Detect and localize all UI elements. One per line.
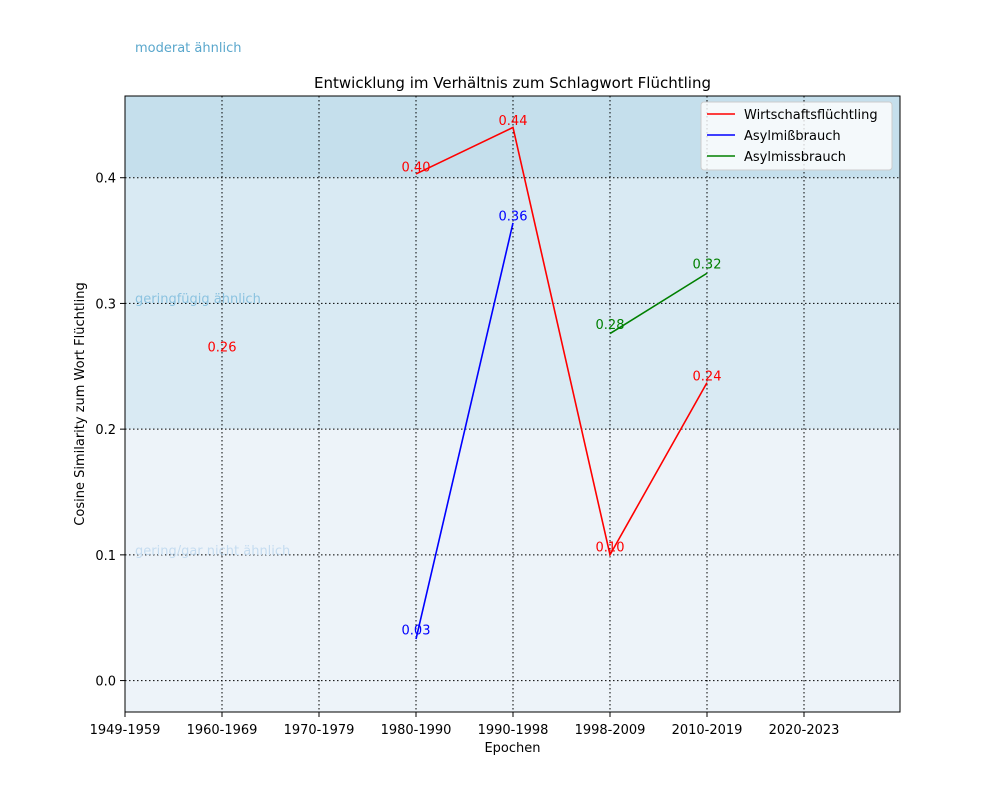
chart-title: Entwicklung im Verhältnis zum Schlagwort… [314,74,711,92]
data-label: 0.10 [596,540,625,555]
y-tick-label: 0.2 [95,423,116,438]
legend-box [700,101,893,171]
x-tick-label: 2020-2023 [769,723,840,738]
legend-label-0: Wirtschaftsflüchtling [744,108,878,123]
x-tick-label: 1970-1979 [284,723,355,738]
x-axis-ticks: 1949-1959 1960-1969 1970-1979 1980-1990 1990… [90,712,840,738]
x-tick-label: 2010-2019 [672,723,743,738]
y-tick-label: 0.1 [95,549,116,564]
y-axis-label: Cosine Similarity zum Wort Flüchtling [73,282,88,525]
band-label-0: moderat ähnlich [135,41,241,56]
x-tick-label: 1960-1969 [187,723,258,738]
y-tick-label: 0.4 [95,172,116,187]
data-label: 0.44 [499,114,528,129]
data-label: 0.40 [402,161,431,176]
band-label-1: geringfügig ähnlich [135,292,261,307]
legend-label-1: Asylmißbrauch [744,129,841,144]
y-tick-label: 0.3 [95,297,116,312]
series-line-0 [415,126,708,558]
series-line-1 [415,222,514,640]
legend-label-2: Asylmissbrauch [744,150,846,165]
data-label: 0.26 [208,340,237,355]
x-tick-label: 1998-2009 [575,723,646,738]
band-2 [125,429,900,712]
y-axis-ticks: 0.0 0.1 0.2 0.3 0.4 [95,172,125,690]
data-label: 0.24 [693,369,722,384]
y-tick-label: 0.0 [95,675,116,690]
series-lines [415,126,708,640]
legend: Wirtschaftsflüchtling Asylmißbrauch Asylmi… [700,101,893,171]
x-axis-label: Epochen [484,741,540,756]
data-label: 0.32 [693,257,722,272]
x-tick-label: 1980-1990 [381,723,452,738]
series-line-2 [609,272,708,335]
data-labels: 0.26 0.40 0.44 0.10 0.24 0.03 0.36 0.28 0.32 [208,114,722,638]
band-label-2: gering/gar nicht ähnlich [135,544,290,559]
grid-lines [125,96,900,712]
x-tick-label: 1949-1959 [90,723,161,738]
data-label: 0.36 [499,210,528,225]
data-label: 0.03 [402,623,431,638]
data-label: 0.28 [596,318,625,333]
band-labels: moderat ähnlich geringfügig ähnlich gering… [135,41,290,559]
x-tick-label: 1990-1998 [478,723,549,738]
